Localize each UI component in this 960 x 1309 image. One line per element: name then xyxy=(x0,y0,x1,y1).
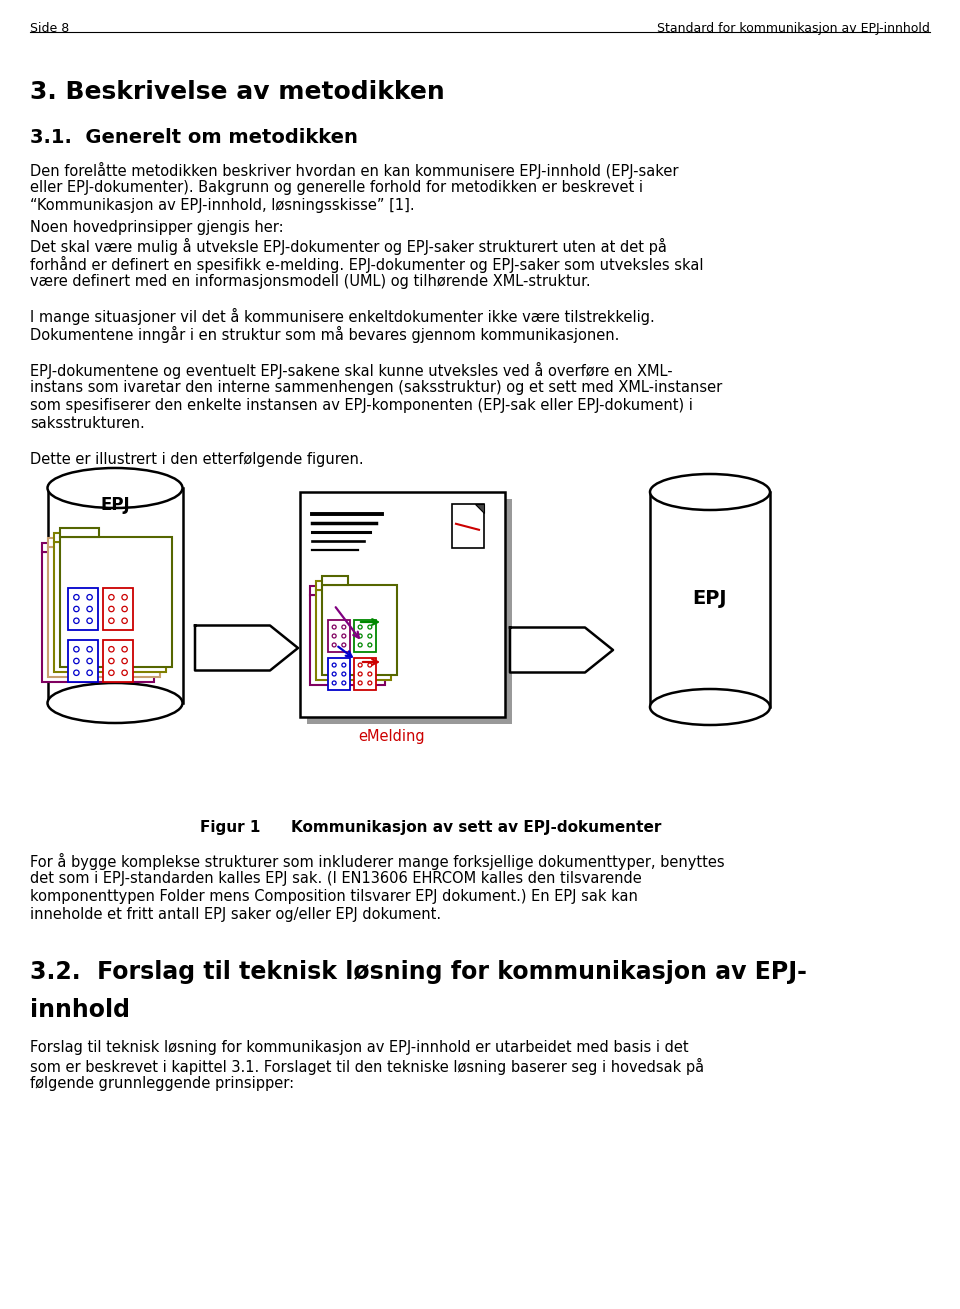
Text: eller EPJ-dokumenter). Bakgrunn og generelle forhold for metodikken er beskrevet: eller EPJ-dokumenter). Bakgrunn og gener… xyxy=(30,181,643,195)
Bar xyxy=(328,658,350,690)
Text: Side 8: Side 8 xyxy=(30,22,69,35)
Text: være definert med en informasjonsmodell (UML) og tilhørende XML-struktur.: være definert med en informasjonsmodell … xyxy=(30,274,590,289)
Bar xyxy=(68,588,98,630)
Polygon shape xyxy=(475,504,484,513)
Bar xyxy=(316,581,343,590)
Bar xyxy=(354,658,376,690)
Bar xyxy=(307,499,512,724)
Bar xyxy=(42,552,154,682)
Text: innhold: innhold xyxy=(30,997,130,1022)
Bar xyxy=(42,543,82,552)
Bar xyxy=(48,547,160,677)
Text: Forslag til teknisk løsning for kommunikasjon av EPJ-innhold er utarbeidet med b: Forslag til teknisk løsning for kommunik… xyxy=(30,1039,688,1055)
Text: Dette er illustrert i den etterfølgende figuren.: Dette er illustrert i den etterfølgende … xyxy=(30,452,364,467)
Ellipse shape xyxy=(650,689,770,725)
Text: Standard for kommunikasjon av EPJ-innhold: Standard for kommunikasjon av EPJ-innhol… xyxy=(658,22,930,35)
Bar xyxy=(47,488,182,703)
Text: som er beskrevet i kapittel 3.1. Forslaget til den tekniske løsning baserer seg : som er beskrevet i kapittel 3.1. Forslag… xyxy=(30,1058,704,1075)
Text: som spesifiserer den enkelte instansen av EPJ-komponenten (EPJ-sak eller EPJ-dok: som spesifiserer den enkelte instansen a… xyxy=(30,398,693,414)
Bar xyxy=(54,533,93,542)
Bar xyxy=(60,537,172,668)
Text: EPJ-dokumentene og eventuelt EPJ-sakene skal kunne utveksles ved å overføre en X: EPJ-dokumentene og eventuelt EPJ-sakene … xyxy=(30,363,673,380)
Bar xyxy=(354,620,376,652)
Text: forhånd er definert en spesifikk e-melding. EPJ-dokumenter og EPJ-saker som utve: forhånd er definert en spesifikk e-meldi… xyxy=(30,257,704,274)
Bar xyxy=(328,620,350,652)
Bar xyxy=(452,504,484,548)
Text: Den forelåtte metodikken beskriver hvordan en kan kommunisere EPJ-innhold (EPJ-s: Den forelåtte metodikken beskriver hvord… xyxy=(30,162,679,179)
Text: “Kommunikasjon av EPJ-innhold, løsningsskisse” [1].: “Kommunikasjon av EPJ-innhold, løsningss… xyxy=(30,198,415,213)
Text: 3.2.  Forslag til teknisk løsning for kommunikasjon av EPJ-: 3.2. Forslag til teknisk løsning for kom… xyxy=(30,959,806,984)
Bar xyxy=(300,492,505,717)
Text: instans som ivaretar den interne sammenhengen (saksstruktur) og et sett med XML-: instans som ivaretar den interne sammenh… xyxy=(30,380,722,395)
Polygon shape xyxy=(195,626,298,670)
Text: Dokumentene inngår i en struktur som må bevares gjennom kommunikasjonen.: Dokumentene inngår i en struktur som må … xyxy=(30,326,619,343)
Bar xyxy=(54,542,166,672)
Polygon shape xyxy=(510,627,613,673)
Bar xyxy=(322,585,397,675)
Bar xyxy=(316,590,391,679)
Text: inneholde et fritt antall EPJ saker og/eller EPJ dokument.: inneholde et fritt antall EPJ saker og/e… xyxy=(30,907,442,922)
Text: 3. Beskrivelse av metodikken: 3. Beskrivelse av metodikken xyxy=(30,80,444,103)
Text: eMelding: eMelding xyxy=(359,729,425,744)
Bar xyxy=(322,576,348,585)
Ellipse shape xyxy=(47,683,182,723)
Text: Noen hovedprinsipper gjengis her:: Noen hovedprinsipper gjengis her: xyxy=(30,220,283,236)
Text: 3.1.  Generelt om metodikken: 3.1. Generelt om metodikken xyxy=(30,128,358,147)
Text: saksstrukturen.: saksstrukturen. xyxy=(30,416,145,431)
Text: I mange situasjoner vil det å kommunisere enkeltdokumenter ikke være tilstrekkel: I mange situasjoner vil det å kommuniser… xyxy=(30,308,655,325)
Bar xyxy=(103,640,133,682)
Text: Figur 1: Figur 1 xyxy=(200,819,260,835)
Bar xyxy=(103,588,133,630)
Text: EPJ: EPJ xyxy=(100,496,130,514)
Text: det som i EPJ-standarden kalles EPJ sak. (I EN13606 EHRCOM kalles den tilsvarend: det som i EPJ-standarden kalles EPJ sak.… xyxy=(30,870,641,886)
Bar xyxy=(310,586,336,596)
Text: Det skal være mulig å utveksle EPJ-dokumenter og EPJ-saker strukturert uten at d: Det skal være mulig å utveksle EPJ-dokum… xyxy=(30,238,667,255)
Text: komponenttypen Folder mens Composition tilsvarer EPJ dokument.) En EPJ sak kan: komponenttypen Folder mens Composition t… xyxy=(30,889,637,905)
Ellipse shape xyxy=(650,474,770,511)
Ellipse shape xyxy=(47,469,182,508)
Bar xyxy=(68,640,98,682)
Bar xyxy=(48,538,87,547)
Text: For å bygge komplekse strukturer som inkluderer mange forksjellige dokumenttyper: For å bygge komplekse strukturer som ink… xyxy=(30,853,725,870)
Text: Kommunikasjon av sett av EPJ-dokumenter: Kommunikasjon av sett av EPJ-dokumenter xyxy=(270,819,661,835)
Text: EPJ: EPJ xyxy=(693,589,728,607)
Bar xyxy=(60,528,99,537)
Text: følgende grunnleggende prinsipper:: følgende grunnleggende prinsipper: xyxy=(30,1076,294,1090)
Bar xyxy=(310,596,385,685)
Bar xyxy=(650,492,770,707)
